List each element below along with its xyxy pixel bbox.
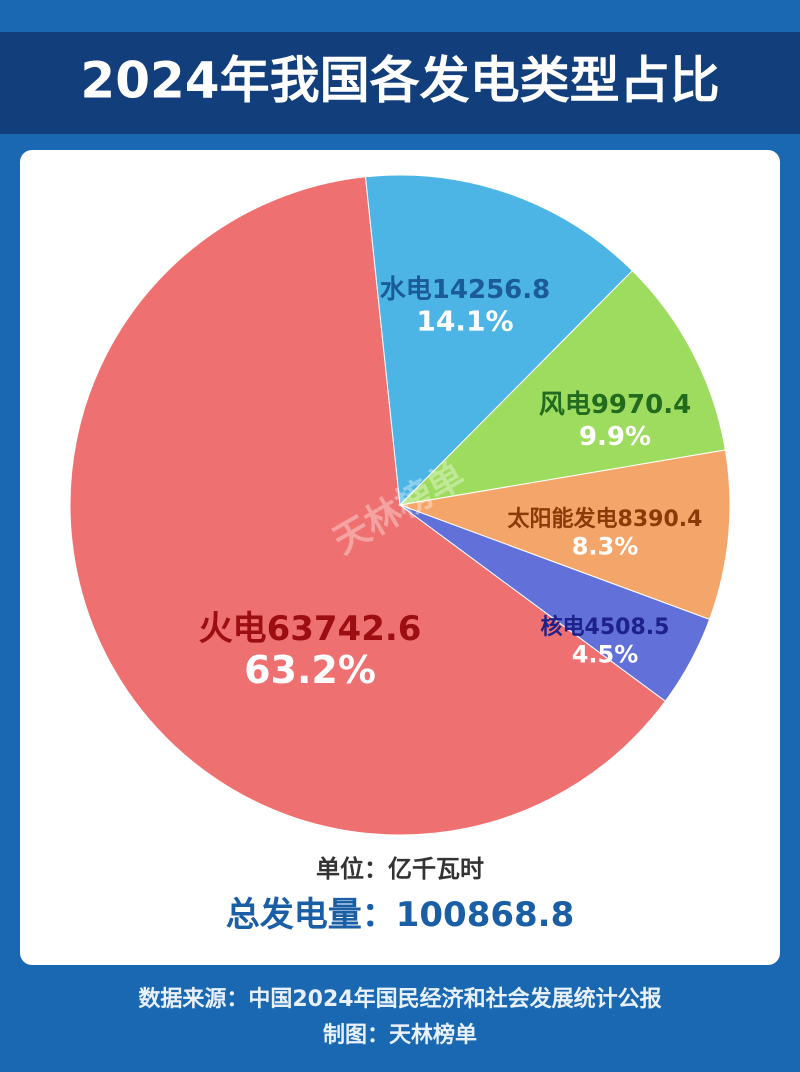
slice-label: 水电14256.8 xyxy=(380,275,550,305)
unit-label: 单位：亿千瓦时 xyxy=(316,855,484,883)
total: 总发电量：100868.8 xyxy=(226,895,575,935)
chart-title: 2024年我国各发电类型占比 xyxy=(80,52,719,110)
slice-label: 风电9970.4 xyxy=(539,390,691,420)
amount-label: 8390.4 xyxy=(618,507,703,532)
category-name: 水电 xyxy=(380,275,432,305)
title-bar xyxy=(0,32,800,134)
percent-label: 4.5% xyxy=(572,641,639,669)
percent-label: 8.3% xyxy=(572,533,639,561)
amount-label: 14256.8 xyxy=(432,275,550,305)
pie-slice xyxy=(69,176,667,836)
percent-label: 63.2% xyxy=(244,648,376,692)
category-name: 太阳能发电 xyxy=(508,506,618,532)
slice-label: 核电4508.5 xyxy=(541,614,670,640)
amount-label: 4508.5 xyxy=(585,615,670,640)
category-name: 火电 xyxy=(199,609,267,649)
pie: 火电63742.663.2% 水电14256.814.1% 风电9970.49.9%… xyxy=(69,174,731,836)
total-value: 100868.8 xyxy=(396,895,575,935)
source: 数据来源：中国2024年国民经济和社会发展统计公报 xyxy=(138,986,661,1012)
pie-slice xyxy=(399,504,711,702)
category-name: 风电 xyxy=(539,390,591,420)
credit: 制图：天林榜单 xyxy=(323,1022,477,1048)
slice-label: 火电63742.6 xyxy=(199,609,422,649)
percent-label: 14.1% xyxy=(416,305,513,338)
pie-slice xyxy=(364,174,634,507)
total-label: 总发电量： xyxy=(226,895,396,935)
pie-slice xyxy=(398,269,726,506)
amount-label: 63742.6 xyxy=(267,609,422,649)
amount-label: 9970.4 xyxy=(591,390,691,420)
category-name: 核电 xyxy=(541,614,585,640)
percent-label: 9.9% xyxy=(579,422,651,452)
slice-label: 太阳能发电8390.4 xyxy=(508,506,703,532)
pie-slice xyxy=(398,449,731,621)
